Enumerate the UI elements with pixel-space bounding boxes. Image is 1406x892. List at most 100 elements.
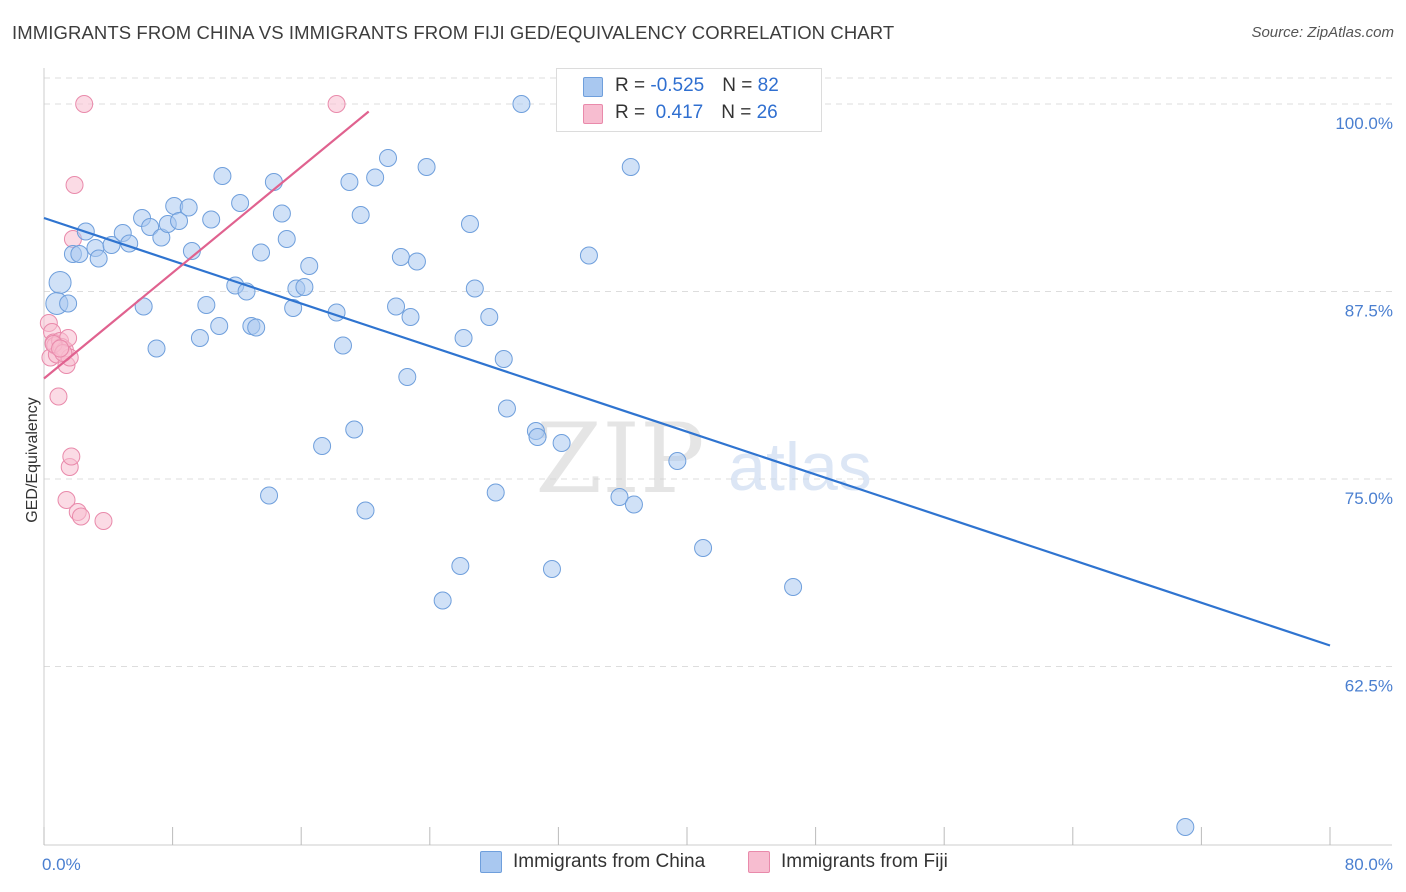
china-trendline [43,216,1331,647]
china-n-value: 82 [757,75,779,96]
stats-legend: R = -0.525 N = 82 R = 0.417 N = 26 [556,68,822,132]
fiji-point [94,512,113,530]
fiji-r-label: R = [615,102,651,123]
legend-item-china[interactable]: Immigrants from China [480,851,705,873]
fiji-stats-row: R = 0.417 N = 26 [615,100,778,126]
china-point [340,173,359,191]
china-point [398,368,417,386]
y-axis-label: GED/Equivalency [24,397,41,522]
china-point [621,158,640,176]
china-point [190,329,209,347]
legend-label-fiji: Immigrants from Fiji [781,851,948,872]
china-point [366,168,385,187]
source-label: Source: ZipAtlas.com [1251,24,1394,41]
china-point [89,249,108,268]
china-point [202,210,221,229]
china-point [497,399,516,418]
fiji-point [75,95,94,113]
china-point [1176,818,1195,836]
y-tick-label: 100.0% [1335,114,1393,133]
china-point [277,230,296,248]
china-point [624,495,643,514]
fiji-n-label: N = [721,102,757,123]
trendlines [43,110,1331,647]
china-point [387,297,406,316]
china-point [579,246,598,265]
china-point [391,248,410,266]
watermark-atlas: atlas [728,429,872,505]
fiji-trendline [43,110,370,380]
china-point [356,501,375,520]
china-point [512,95,531,113]
china-point [284,299,303,317]
china-point [147,339,166,358]
china-point [197,296,216,314]
fiji-point [71,507,90,526]
china-point [460,215,479,233]
legend-label-china: Immigrants from China [513,851,706,872]
chart-title: IMMIGRANTS FROM CHINA VS IMMIGRANTS FROM… [12,22,895,43]
china-point [252,243,271,262]
x-tick-label: 0.0% [42,855,81,874]
china-point [134,297,153,316]
china-point [451,557,470,575]
china-n-label: N = [722,75,758,96]
axes [43,68,1392,846]
china-point [59,294,78,313]
fiji-point [327,95,346,113]
legend-item-fiji[interactable]: Immigrants from Fiji [748,851,948,873]
y-tick-label: 87.5% [1345,302,1393,321]
china-point [48,271,72,294]
tick-labels: 100.0% 87.5% 75.0% 62.5% 0.0% 80.0% [42,114,1393,874]
china-point [407,252,426,271]
fiji-point [49,387,68,406]
fiji-swatch [583,104,603,124]
china-point [141,218,160,236]
china-point [213,167,232,185]
china-point [610,488,629,506]
fiji-point [57,491,76,509]
china-point [528,428,547,446]
y-tick-label: 75.0% [1345,489,1393,508]
fiji-point [62,447,81,466]
china-point [179,198,198,217]
china-point [480,308,499,326]
china-point [465,279,484,298]
china-point [542,560,561,578]
china-swatch [583,77,603,97]
china-point [260,486,279,505]
china-point [295,278,314,296]
china-point [694,539,713,557]
fiji-point [65,176,84,194]
china-point [313,437,332,455]
china-r-label: R = [615,75,651,96]
grid-lines [44,77,1392,667]
china-point [486,483,505,502]
watermark: ZIP atlas [535,403,871,515]
china-point [784,578,803,596]
legend-swatch-china [480,851,502,873]
china-point [264,173,283,191]
china-point [668,452,687,470]
fiji-point [51,339,70,358]
china-point [231,194,250,212]
y-tick-label: 62.5% [1345,677,1393,696]
series-legend: Immigrants from China Immigrants from Fi… [0,851,1406,879]
china-point [210,317,229,335]
china-point [300,257,319,275]
china-r-value: -0.525 [650,75,705,96]
china-point [351,206,370,224]
china-point [552,434,571,452]
legend-swatch-fiji [748,851,770,873]
china-point [433,591,452,610]
china-point [417,158,436,176]
china-point [401,308,420,326]
china-point [494,350,513,368]
china-point [247,318,266,337]
fiji-r-value: 0.417 [650,102,704,123]
fiji-points [39,95,346,530]
china-point [454,329,473,347]
fiji-n-value: 26 [756,102,778,123]
china-point [345,420,364,439]
